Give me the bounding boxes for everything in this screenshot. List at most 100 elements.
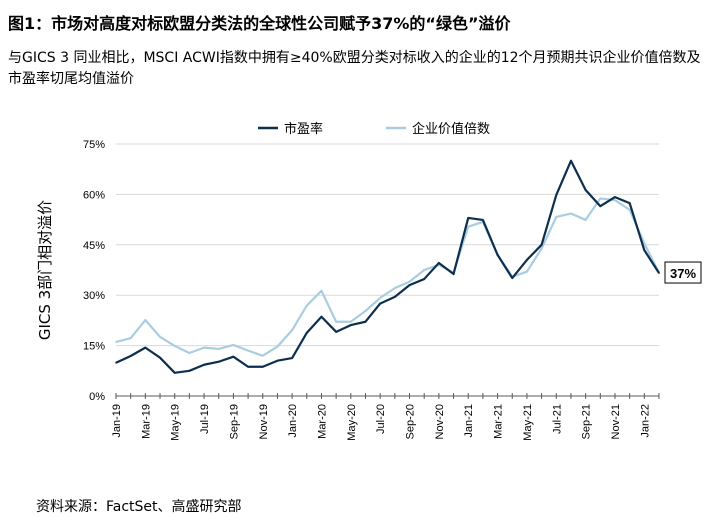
data-point — [628, 209, 631, 211]
x-tick-label: Sep-21 — [581, 404, 593, 439]
data-point — [423, 269, 425, 271]
y-tick-label: 0% — [89, 391, 105, 403]
data-point — [115, 361, 117, 364]
data-point — [643, 242, 646, 245]
x-tick-label: Jan-21 — [463, 404, 475, 438]
x-tick-label: Jul-19 — [199, 404, 211, 434]
annotation-label: 37% — [670, 266, 696, 281]
data-point — [291, 357, 293, 359]
data-point — [423, 278, 425, 280]
data-point — [599, 205, 602, 207]
data-point — [467, 217, 470, 219]
data-point — [159, 336, 161, 338]
data-point — [188, 370, 191, 372]
data-point — [129, 355, 132, 357]
y-tick-label: 75% — [83, 139, 105, 151]
y-tick-label: 60% — [83, 189, 105, 201]
data-point — [320, 290, 323, 292]
x-tick-label: May-20 — [346, 404, 358, 441]
data-point — [394, 287, 396, 289]
data-point — [394, 296, 396, 298]
data-point — [379, 302, 381, 305]
y-tick-label: 30% — [83, 290, 105, 302]
data-point — [496, 254, 499, 256]
x-tick-label: Jan-19 — [111, 404, 123, 438]
y-axis-label: GICS 3部门相对溢价 — [36, 200, 54, 340]
data-point — [129, 337, 132, 340]
data-point — [584, 189, 587, 191]
y-tick-label: 15% — [83, 341, 105, 353]
data-point — [555, 216, 558, 218]
data-point — [379, 297, 381, 299]
data-point — [276, 345, 279, 348]
source-note: 资料来源：FactSet、高盛研究部 — [36, 499, 242, 515]
data-point — [144, 319, 147, 321]
data-point — [511, 277, 514, 279]
data-point — [203, 346, 205, 349]
x-tick-label: May-21 — [522, 404, 534, 441]
data-point — [526, 259, 528, 261]
x-tick-label: Mar-19 — [140, 404, 152, 439]
data-point — [438, 262, 440, 264]
data-point — [305, 304, 308, 307]
data-point — [188, 352, 191, 354]
x-tick-label: May-19 — [170, 404, 182, 441]
data-point — [628, 202, 631, 204]
data-point — [570, 212, 572, 215]
data-point — [159, 356, 161, 359]
data-point — [203, 363, 205, 366]
data-point — [173, 372, 176, 374]
series-line-ev — [115, 197, 660, 357]
legend-label: 市盈率 — [284, 121, 323, 137]
x-tick-label: Sep-19 — [228, 404, 240, 439]
data-point — [291, 329, 293, 331]
data-point — [614, 199, 616, 201]
data-point — [584, 219, 587, 221]
data-point — [173, 345, 176, 347]
data-point — [335, 320, 337, 323]
data-point — [643, 249, 646, 251]
data-point — [350, 320, 352, 323]
data-point — [540, 244, 543, 246]
data-point — [350, 324, 352, 326]
x-tick-label: Nov-20 — [434, 404, 446, 439]
data-point — [217, 360, 220, 363]
data-point — [115, 341, 117, 343]
data-point — [408, 284, 411, 286]
chart-subtitle: 与GICS 3 同业相比，MSCI ACWI指数中拥有≥40%欧盟分类对标收入的… — [8, 50, 701, 87]
data-point — [599, 197, 602, 200]
chart-title: 图1：市场对高度对标欧盟分类法的全球性公司赋予37%的“绿色”溢价 — [8, 14, 511, 33]
data-point — [570, 160, 572, 162]
x-tick-label: Sep-20 — [405, 404, 417, 439]
data-point — [261, 354, 264, 357]
data-point — [247, 349, 249, 352]
x-tick-label: Jan-22 — [639, 404, 651, 438]
annotation-box — [664, 261, 702, 284]
x-tick-label: Mar-21 — [493, 404, 505, 439]
data-point — [658, 272, 660, 274]
data-point — [482, 219, 484, 221]
x-tick-label: Jan-20 — [287, 404, 299, 438]
x-tick-label: Nov-21 — [610, 404, 622, 439]
data-point — [614, 196, 616, 198]
data-point — [555, 194, 558, 196]
x-tick-label: Jul-20 — [375, 404, 387, 434]
x-tick-label: Jul-21 — [551, 404, 563, 434]
data-point — [320, 315, 323, 318]
x-tick-label: Nov-19 — [258, 404, 270, 439]
data-point — [247, 365, 249, 368]
data-point — [232, 344, 235, 346]
data-point — [232, 355, 235, 358]
data-point — [452, 273, 455, 275]
x-tick-label: Mar-20 — [316, 404, 328, 439]
data-point — [144, 346, 147, 349]
data-point — [335, 331, 337, 333]
data-point — [467, 225, 470, 228]
data-point — [526, 270, 528, 273]
data-point — [540, 247, 543, 250]
data-point — [276, 359, 279, 362]
data-point — [217, 348, 220, 350]
data-point — [364, 310, 367, 312]
y-tick-label: 45% — [83, 240, 105, 252]
